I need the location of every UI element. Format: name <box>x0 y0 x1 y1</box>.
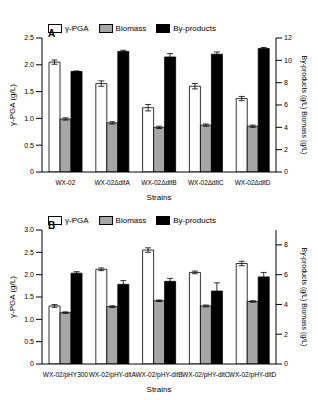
svg-text:3.0: 3.0 <box>24 226 34 233</box>
svg-text:2.5: 2.5 <box>24 34 34 41</box>
html-text:By-products: By-products <box>173 24 216 33</box>
svg-text:2.0: 2.0 <box>24 61 34 68</box>
svg-text:WX-02/pHY-dltA: WX-02/pHY-dltA <box>89 371 137 379</box>
svg-text:WX-02ΔdltA: WX-02ΔdltA <box>94 179 130 186</box>
svg-text:10: 10 <box>284 57 292 64</box>
svg-text:WX-02/pHY-dltB: WX-02/pHY-dltB <box>135 371 182 379</box>
svg-text:0.5: 0.5 <box>24 142 34 149</box>
svg-text:0: 0 <box>30 168 34 175</box>
svg-text:0.5: 0.5 <box>24 338 34 345</box>
svg-text:WX-02: WX-02 <box>55 179 75 186</box>
svg-text:WX-02/pHY300: WX-02/pHY300 <box>43 371 89 379</box>
html-text:γ-PGA: γ-PGA <box>65 24 89 33</box>
svg-text:γ-PGA (g/L): γ-PGA (g/L) <box>8 276 17 318</box>
svg-text:1.0: 1.0 <box>24 316 34 323</box>
svg-text:WX-02ΔdltD: WX-02ΔdltD <box>235 179 271 186</box>
svg-text:WX-02/pHY-dltC: WX-02/pHY-dltC <box>182 371 230 379</box>
svg-text:12: 12 <box>284 34 292 41</box>
svg-text:0: 0 <box>284 360 288 367</box>
svg-text:8: 8 <box>284 79 288 86</box>
svg-text:1.5: 1.5 <box>24 88 34 95</box>
svg-text:8: 8 <box>284 241 288 248</box>
svg-text:2.0: 2.0 <box>24 271 34 278</box>
svg-text:1.0: 1.0 <box>24 115 34 122</box>
html-text:By-products: By-products <box>173 216 216 225</box>
svg-text:WX-02/pHY-dltD: WX-02/pHY-dltD <box>229 371 277 379</box>
svg-text:0: 0 <box>284 168 288 175</box>
html-text:Biomass: Biomass <box>115 216 147 225</box>
svg-text:2.5: 2.5 <box>24 249 34 256</box>
svg-text:By-products (g/L) Biomass (g/L: By-products (g/L) Biomass (g/L) <box>300 56 308 155</box>
svg-text:By-products (g/L) Biomass (g/L: By-products (g/L) Biomass (g/L) <box>300 248 308 347</box>
html-text:Biomass: Biomass <box>115 24 147 33</box>
svg-text:4: 4 <box>284 301 288 308</box>
svg-text:γ-PGA (g/L): γ-PGA (g/L) <box>8 84 17 126</box>
html-text:γ-PGA: γ-PGA <box>65 216 89 225</box>
html-text:B: B <box>48 220 56 231</box>
svg-text:Strains: Strains <box>147 193 172 200</box>
svg-text:0: 0 <box>30 360 34 367</box>
html-text:A: A <box>48 28 56 39</box>
svg-text:6: 6 <box>284 101 288 108</box>
svg-text:Strains: Strains <box>147 385 172 392</box>
svg-text:6: 6 <box>284 271 288 278</box>
svg-text:WX-02ΔdltC: WX-02ΔdltC <box>188 179 224 186</box>
svg-text:1.5: 1.5 <box>24 293 34 300</box>
svg-text:4: 4 <box>284 124 288 131</box>
svg-text:2: 2 <box>284 331 288 338</box>
svg-text:WX-02ΔdltB: WX-02ΔdltB <box>141 179 176 186</box>
svg-text:2: 2 <box>284 146 288 153</box>
